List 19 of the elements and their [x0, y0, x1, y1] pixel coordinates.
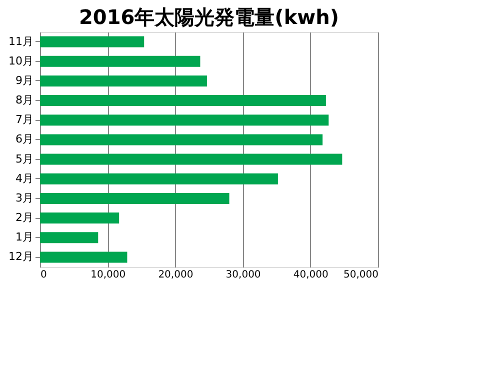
- y-tick-label: 6月: [16, 132, 34, 146]
- y-tick-label: 11月: [8, 34, 34, 48]
- x-tick-label: 10,000: [90, 270, 126, 280]
- x-tick-label: 40,000: [293, 270, 328, 280]
- x-tick-label: 50,000: [344, 270, 378, 280]
- y-tick-label: 10月: [8, 54, 34, 68]
- y-tick-label: 5月: [16, 152, 34, 166]
- y-tick-label: 2月: [16, 211, 34, 224]
- y-tick-label: 7月: [16, 113, 34, 126]
- y-tick-label: 12月: [8, 250, 34, 264]
- y-tick-label: 9月: [16, 74, 34, 87]
- chart-title: 2016年太陽光発電量(kwh): [79, 5, 339, 29]
- y-tick-label: 8月: [16, 94, 34, 107]
- x-tick-label: 20,000: [158, 270, 194, 280]
- x-tick-label: 30,000: [226, 270, 261, 280]
- y-tick-label: 1月: [16, 230, 34, 244]
- y-tick-label: 4月: [16, 172, 34, 185]
- y-tick-label: 3月: [16, 191, 34, 204]
- x-tick-label: 0: [40, 270, 47, 280]
